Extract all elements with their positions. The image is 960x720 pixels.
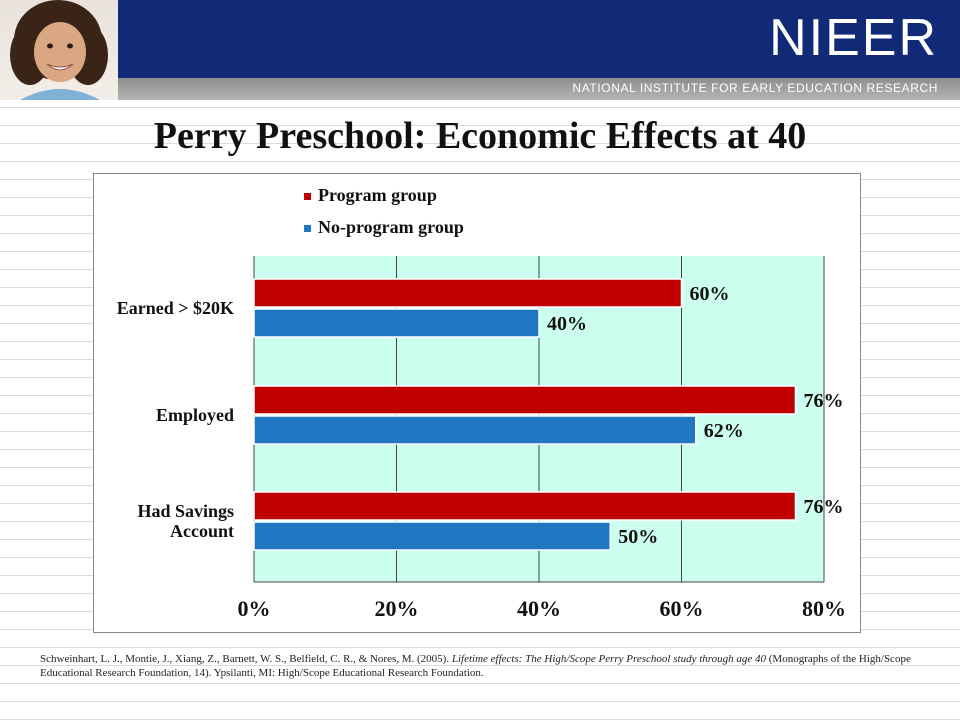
bar-no-program bbox=[253, 308, 540, 338]
bar-program bbox=[253, 278, 683, 308]
legend-swatch-1 bbox=[304, 225, 311, 232]
citation-publisher: (Monographs of the High/Scope Educationa… bbox=[40, 653, 911, 679]
legend-swatch-0 bbox=[304, 193, 311, 200]
data-label: 60% bbox=[690, 283, 730, 305]
category-label: Employed bbox=[156, 405, 234, 425]
header-banner: NIEER bbox=[118, 0, 960, 78]
category-label: Earned > $20K bbox=[117, 298, 234, 318]
citation-authors: Schweinhart, L. J., Montie, J., Xiang, Z… bbox=[40, 653, 452, 665]
bar-program bbox=[253, 491, 797, 521]
category-label: Had Savings bbox=[137, 501, 234, 521]
legend-label-1: No-program group bbox=[318, 217, 464, 237]
x-tick-label: 40% bbox=[517, 596, 561, 621]
citation: Schweinhart, L. J., Montie, J., Xiang, Z… bbox=[40, 652, 920, 680]
data-label: 50% bbox=[618, 526, 658, 548]
data-label: 76% bbox=[804, 390, 844, 412]
header-banner-strip bbox=[118, 78, 960, 100]
citation-title: Lifetime effects: The High/Scope Perry P… bbox=[451, 653, 767, 665]
data-label: 76% bbox=[804, 496, 844, 518]
x-tick-label: 80% bbox=[802, 596, 846, 621]
legend-label-0: Program group bbox=[318, 185, 437, 205]
header: NIEER NATIONAL INSTITUTE FOR EARLY EDUCA… bbox=[0, 0, 960, 100]
nieer-logo: NIEER bbox=[769, 9, 938, 67]
x-tick-label: 20% bbox=[375, 596, 419, 621]
bar-no-program bbox=[253, 415, 697, 445]
category-label: Account bbox=[170, 521, 234, 541]
data-label: 40% bbox=[547, 313, 587, 335]
x-tick-label: 60% bbox=[660, 596, 704, 621]
header-tagline: NATIONAL INSTITUTE FOR EARLY EDUCATION R… bbox=[572, 81, 938, 95]
page-title: Perry Preschool: Economic Effects at 40 bbox=[153, 115, 807, 157]
chart-frame: Program group No-program group Earned > $2… bbox=[93, 173, 861, 633]
bar-chart: Program group No-program group Earned > $2… bbox=[117, 185, 846, 621]
data-label: 62% bbox=[704, 420, 744, 442]
bar-no-program bbox=[253, 521, 611, 551]
child-photo bbox=[0, 0, 118, 100]
x-tick-label: 0% bbox=[238, 596, 271, 621]
child-portrait-image bbox=[10, 0, 108, 100]
bar-program bbox=[253, 385, 797, 415]
